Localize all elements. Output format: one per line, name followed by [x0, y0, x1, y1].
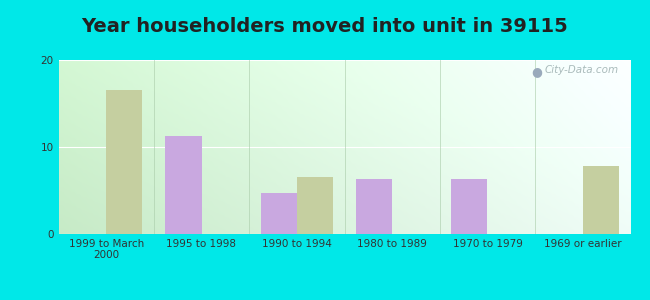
- Bar: [261, 193, 297, 234]
- Text: Year householders moved into unit in 39115: Year householders moved into unit in 391…: [82, 17, 568, 37]
- Bar: [165, 136, 202, 234]
- Bar: [106, 91, 142, 234]
- Text: ●: ●: [531, 65, 542, 78]
- Bar: [583, 166, 619, 234]
- Bar: [297, 177, 333, 234]
- Bar: [451, 179, 488, 234]
- Text: City-Data.com: City-Data.com: [545, 65, 619, 75]
- Bar: [356, 179, 392, 234]
